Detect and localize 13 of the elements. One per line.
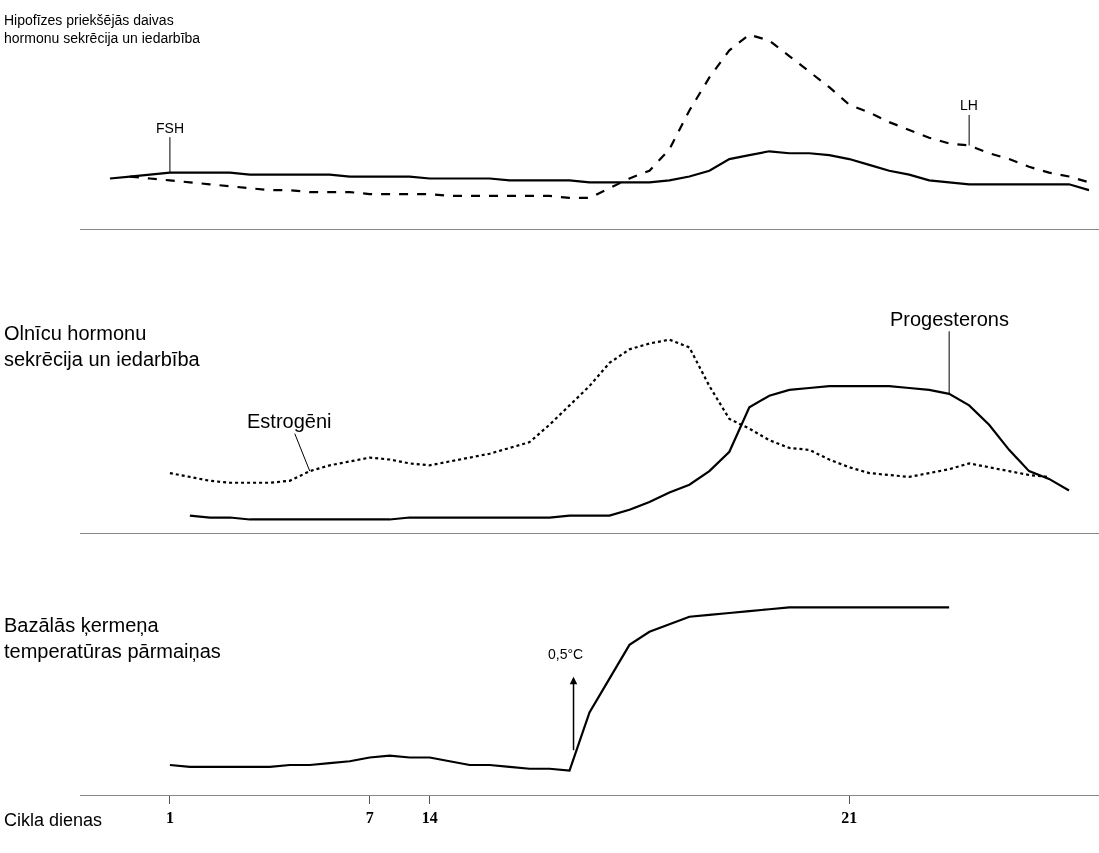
x-tick-label: 7: [365, 809, 374, 827]
x-axis-title: Cikla dienas: [4, 810, 103, 830]
x-tick-label: 14: [421, 809, 438, 827]
series-label: Estrogēni: [247, 410, 332, 432]
text: LH: [960, 97, 978, 113]
text: Bazālās ķermeņa temperatūras pārmaiņas: [4, 614, 221, 662]
chart-title: Olnīcu hormonu sekrēcija un iedarbība: [4, 322, 201, 370]
chart-title: Hipofīzes priekšējās daivas hormonu sekrēcija un iedarbība: [4, 12, 201, 47]
text: Progesterons: [890, 308, 1009, 330]
x-tick-label: 1: [165, 809, 174, 827]
annotation: 0,5°C: [548, 646, 584, 662]
text: FSH: [156, 120, 184, 136]
x-tick-label: 21: [841, 809, 858, 827]
